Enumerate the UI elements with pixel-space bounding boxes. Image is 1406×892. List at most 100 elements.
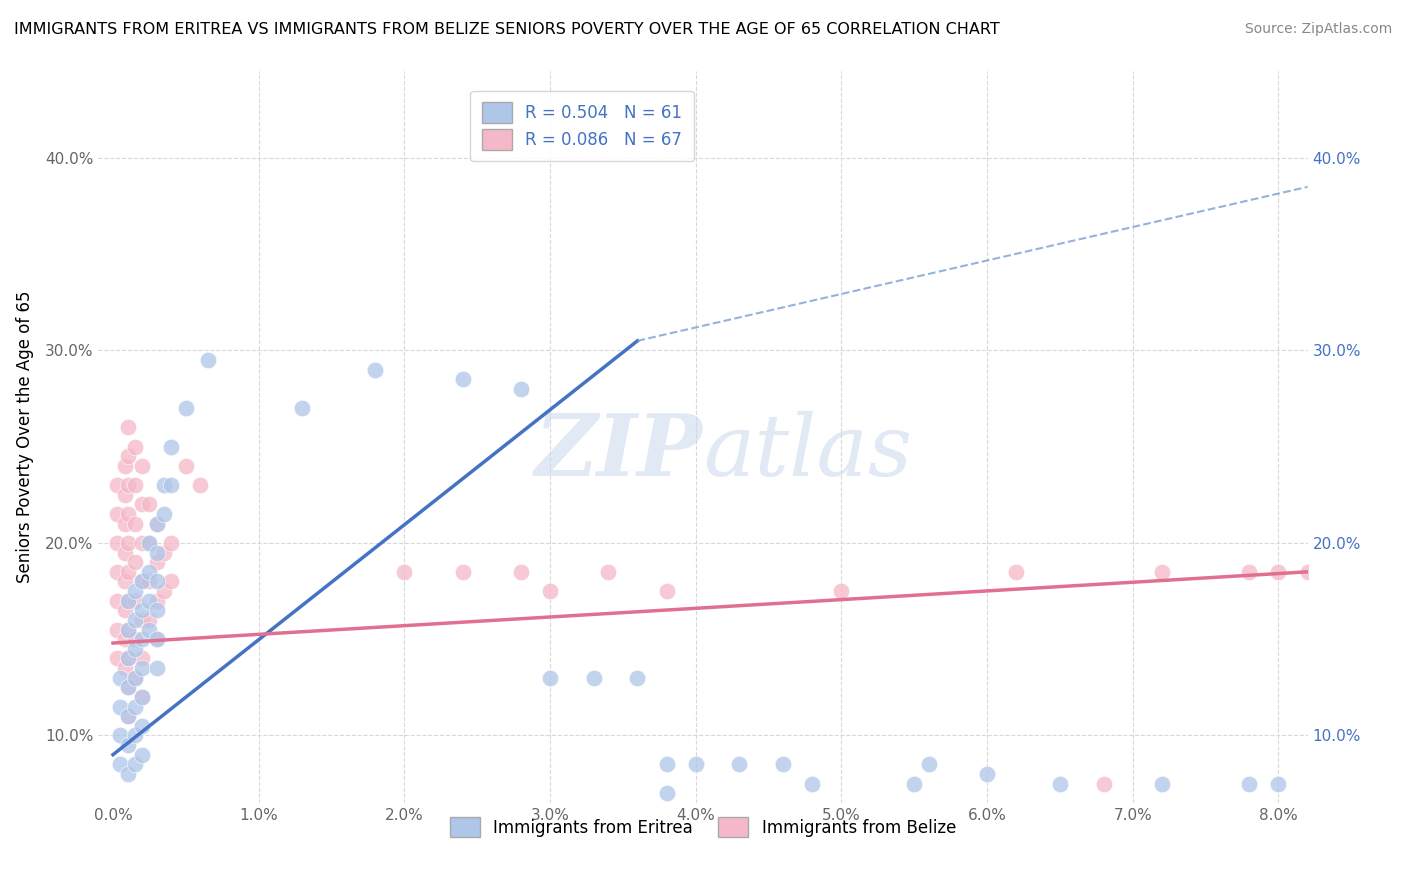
Point <box>145 632 167 647</box>
Point <box>114 458 136 473</box>
Point <box>174 458 197 473</box>
Point <box>197 353 219 368</box>
Point <box>117 536 139 550</box>
Point <box>728 757 751 772</box>
Point <box>160 574 183 589</box>
Point <box>538 584 561 599</box>
Point <box>117 420 139 434</box>
Point <box>110 671 132 685</box>
Point <box>131 613 153 627</box>
Point <box>117 767 139 781</box>
Point <box>451 565 474 579</box>
Point <box>117 709 139 723</box>
Point <box>117 565 139 579</box>
Point <box>124 641 146 656</box>
Point <box>105 478 128 492</box>
Point <box>138 613 160 627</box>
Point <box>105 593 128 607</box>
Point <box>145 516 167 531</box>
Point <box>131 690 153 704</box>
Point <box>124 728 146 742</box>
Point <box>145 603 167 617</box>
Point <box>114 574 136 589</box>
Point <box>509 565 531 579</box>
Point <box>105 565 128 579</box>
Point <box>124 671 146 685</box>
Point <box>538 671 561 685</box>
Point <box>131 632 153 647</box>
Point <box>114 516 136 531</box>
Point <box>117 651 139 665</box>
Point <box>131 458 153 473</box>
Point <box>124 671 146 685</box>
Point <box>509 382 531 396</box>
Point <box>110 728 132 742</box>
Point <box>801 776 824 790</box>
Point <box>105 507 128 521</box>
Point <box>145 516 167 531</box>
Point <box>145 545 167 559</box>
Point <box>145 555 167 569</box>
Point <box>145 632 167 647</box>
Point <box>138 623 160 637</box>
Point <box>153 507 176 521</box>
Point <box>394 565 416 579</box>
Point <box>772 757 794 772</box>
Text: IMMIGRANTS FROM ERITREA VS IMMIGRANTS FROM BELIZE SENIORS POVERTY OVER THE AGE O: IMMIGRANTS FROM ERITREA VS IMMIGRANTS FR… <box>14 22 1000 37</box>
Point <box>160 478 183 492</box>
Point <box>131 536 153 550</box>
Point <box>145 661 167 675</box>
Point <box>124 632 146 647</box>
Point <box>685 757 707 772</box>
Point <box>114 545 136 559</box>
Point <box>903 776 925 790</box>
Point <box>117 623 139 637</box>
Point <box>138 536 160 550</box>
Point <box>131 603 153 617</box>
Legend: Immigrants from Eritrea, Immigrants from Belize: Immigrants from Eritrea, Immigrants from… <box>441 809 965 846</box>
Point <box>110 699 132 714</box>
Point <box>124 613 146 627</box>
Point <box>124 516 146 531</box>
Point <box>1049 776 1071 790</box>
Point <box>1267 565 1289 579</box>
Point <box>105 651 128 665</box>
Point <box>124 757 146 772</box>
Y-axis label: Seniors Poverty Over the Age of 65: Seniors Poverty Over the Age of 65 <box>15 291 34 583</box>
Point <box>138 536 160 550</box>
Point <box>117 681 139 695</box>
Point <box>117 593 139 607</box>
Point <box>131 747 153 762</box>
Point <box>110 757 132 772</box>
Point <box>655 584 678 599</box>
Point <box>131 498 153 512</box>
Point <box>124 593 146 607</box>
Point <box>160 440 183 454</box>
Point <box>114 488 136 502</box>
Text: atlas: atlas <box>703 410 912 493</box>
Point <box>1239 565 1261 579</box>
Point <box>117 478 139 492</box>
Point <box>138 574 160 589</box>
Point <box>117 623 139 637</box>
Point <box>582 671 605 685</box>
Point <box>114 632 136 647</box>
Point <box>598 565 620 579</box>
Point <box>1267 776 1289 790</box>
Point <box>364 362 387 376</box>
Point <box>1239 776 1261 790</box>
Point <box>138 498 160 512</box>
Point <box>114 603 136 617</box>
Point <box>1150 776 1173 790</box>
Point <box>190 478 212 492</box>
Point <box>626 671 648 685</box>
Point <box>655 757 678 772</box>
Point <box>117 593 139 607</box>
Point <box>124 478 146 492</box>
Point <box>138 565 160 579</box>
Point <box>291 401 314 416</box>
Point <box>138 593 160 607</box>
Point <box>918 757 941 772</box>
Point <box>124 584 146 599</box>
Point <box>160 536 183 550</box>
